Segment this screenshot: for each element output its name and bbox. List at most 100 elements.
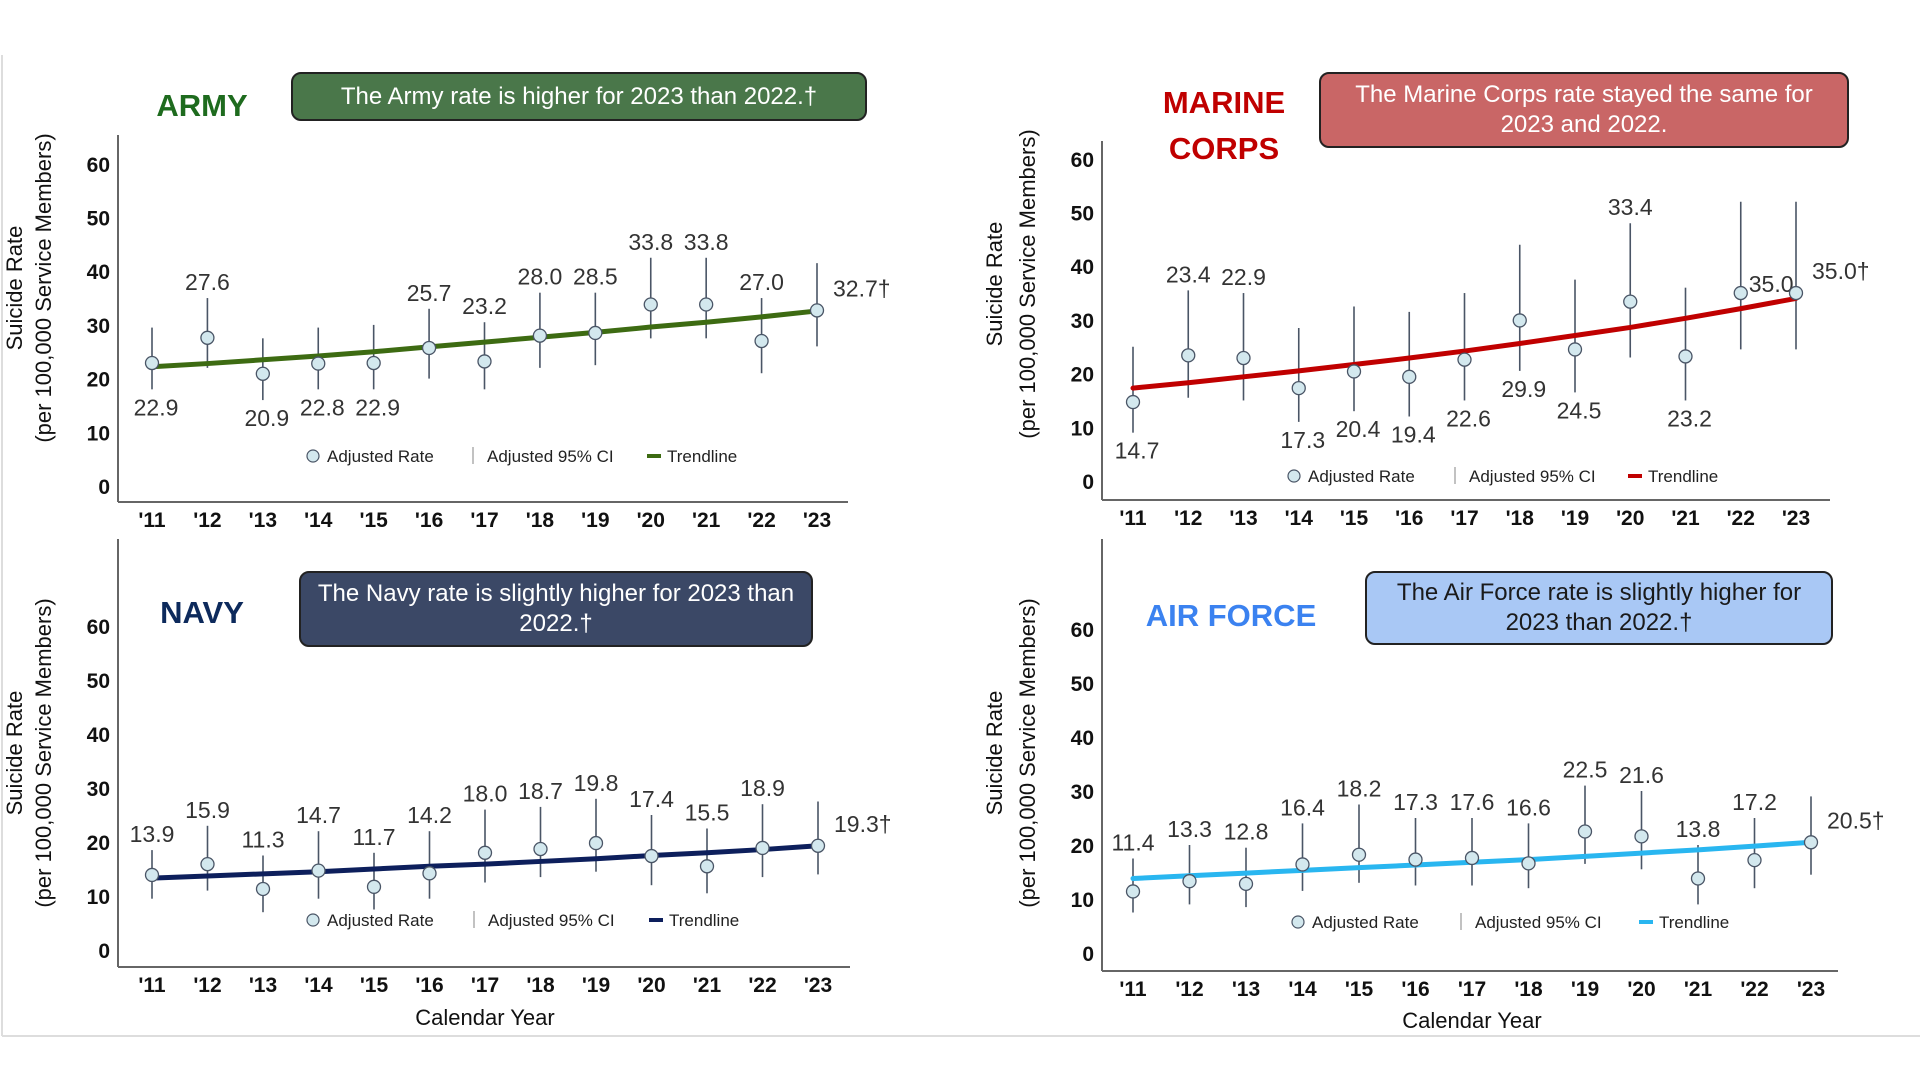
x-tick-label: '22 (748, 974, 776, 997)
callout-box: The Air Force rate is slightly higher fo… (1365, 571, 1833, 645)
x-tick-label: '22 (1740, 978, 1768, 1001)
y-tick-label: 20 (87, 369, 110, 392)
adjusted-rate-point (200, 330, 215, 345)
x-tick-label: '17 (471, 974, 499, 997)
y-axis-title: (per 100,000 Service Members) (31, 598, 56, 907)
legend-trend-label: Trendline (667, 447, 737, 466)
legend-ci-label: Adjusted 95% CI (1475, 913, 1602, 932)
adjusted-rate-point (200, 856, 215, 872)
x-tick-label: '16 (1395, 507, 1423, 530)
adjusted-rate-point (477, 845, 493, 860)
adjusted-rate-point (1803, 835, 1819, 850)
data-label: 28.0 (518, 264, 563, 290)
adjusted-rate-point (255, 366, 270, 381)
adjusted-rate-point (1125, 394, 1141, 410)
x-tick-label: '12 (193, 509, 221, 532)
legend-rate-marker (306, 449, 320, 463)
x-tick-label: '14 (1288, 978, 1317, 1001)
trendline (149, 308, 820, 370)
callout-box: The Army rate is higher for 2023 than 20… (291, 72, 867, 121)
data-label: 13.3 (1167, 816, 1212, 842)
y-axis-title: (per 100,000 Service Members) (1015, 129, 1040, 438)
data-label: 18.2 (1337, 776, 1382, 802)
adjusted-rate-point (1521, 856, 1536, 871)
adjusted-rate-point (588, 325, 603, 341)
x-tick-label: '15 (1340, 507, 1369, 530)
adjusted-rate-point (1351, 847, 1367, 862)
y-tick-label: 50 (1071, 203, 1094, 226)
x-tick-label: '14 (1285, 507, 1314, 530)
legend-ci-label: Adjusted 95% CI (487, 447, 614, 466)
y-tick-label: 30 (1071, 310, 1094, 333)
data-label: 13.9 (130, 821, 175, 847)
adjusted-rate-point (1634, 829, 1649, 844)
legend-rate-marker (1291, 915, 1305, 929)
legend-rate-marker (1287, 469, 1301, 483)
data-label: 24.5 (1557, 397, 1602, 423)
data-label: 17.4 (629, 786, 674, 812)
panel-air-force: 0 10 20 30 40 50 60 '11 '12 '13 '14 '15 '16 '17 '18 '19… (982, 539, 1885, 1033)
panel-navy: 0 10 20 30 40 50 60 '11 '12 '13 '14 '15 '16 '17 '18 '19… (2, 539, 892, 1030)
data-label: 16.4 (1280, 794, 1325, 820)
x-tick-label: '13 (249, 509, 277, 532)
data-label: 33.8 (628, 229, 673, 255)
x-tick-label: '23 (1782, 507, 1810, 530)
x-tick-label: '13 (1229, 507, 1257, 530)
data-label: 23.2 (1667, 405, 1712, 431)
adjusted-rate-point (1678, 349, 1693, 364)
adjusted-rate-point (1125, 884, 1141, 899)
x-tick-label: '20 (637, 974, 665, 997)
y-tick-label: 60 (1071, 149, 1094, 172)
data-label: 33.8 (684, 229, 729, 255)
y-tick-label: 0 (1082, 471, 1094, 494)
adjusted-rate-point (1567, 342, 1583, 357)
x-tick-label: '13 (1232, 978, 1260, 1001)
adjusted-rate-point (1402, 369, 1417, 384)
data-label: 27.0 (739, 269, 784, 295)
x-tick-label: '11 (1119, 978, 1147, 1001)
data-label: 22.9 (355, 394, 400, 420)
data-label: 11.7 (352, 824, 395, 850)
adjusted-rate-point (255, 881, 271, 897)
y-axis-title: (per 100,000 Service Members) (31, 133, 56, 442)
x-tick-label: '14 (304, 974, 333, 997)
y-tick-label: 40 (1071, 727, 1094, 750)
adjusted-rate-point (1512, 313, 1527, 328)
data-label: 23.2 (462, 293, 507, 319)
panel-title: MARINE (1163, 85, 1285, 120)
data-label: 15.9 (185, 797, 230, 823)
data-label: 14.7 (1115, 438, 1160, 464)
data-label: 16.6 (1506, 794, 1551, 820)
x-tick-label: '18 (526, 509, 555, 532)
data-label: 14.7 (296, 802, 341, 828)
adjusted-rate-point (1457, 352, 1472, 367)
callout-box: The Marine Corps rate stayed the same fo… (1319, 72, 1849, 148)
x-tick-label: '21 (1671, 507, 1700, 530)
panel-title: CORPS (1169, 131, 1279, 166)
data-label: 29.9 (1501, 376, 1546, 402)
legend-trend-label: Trendline (669, 911, 739, 930)
data-label: 22.8 (300, 394, 345, 420)
adjusted-rate-point (1238, 876, 1254, 892)
data-label: 33.4 (1608, 194, 1653, 220)
legend-rate-label: Adjusted Rate (327, 447, 434, 466)
data-label: 22.6 (1446, 405, 1491, 431)
y-tick-label: 40 (87, 261, 110, 284)
y-tick-label: 40 (1071, 256, 1094, 279)
adjusted-rate-point (311, 356, 326, 371)
x-tick-label: '13 (249, 974, 277, 997)
y-tick-label: 50 (1071, 673, 1094, 696)
trendline (1130, 295, 1799, 391)
x-tick-label: '23 (804, 974, 832, 997)
data-label: 22.9 (134, 394, 179, 420)
y-tick-label: 50 (87, 208, 110, 231)
x-tick-label: '14 (304, 509, 333, 532)
y-axis-title: Suicide Rate (982, 691, 1007, 816)
data-label: 12.8 (1224, 819, 1269, 845)
x-tick-label: '19 (581, 509, 609, 532)
y-tick-label: 20 (1071, 364, 1094, 387)
x-tick-label: '21 (1684, 978, 1713, 1001)
adjusted-rate-point (477, 354, 492, 369)
y-axis-title: (per 100,000 Service Members) (1015, 598, 1040, 907)
y-tick-label: 10 (87, 422, 110, 445)
